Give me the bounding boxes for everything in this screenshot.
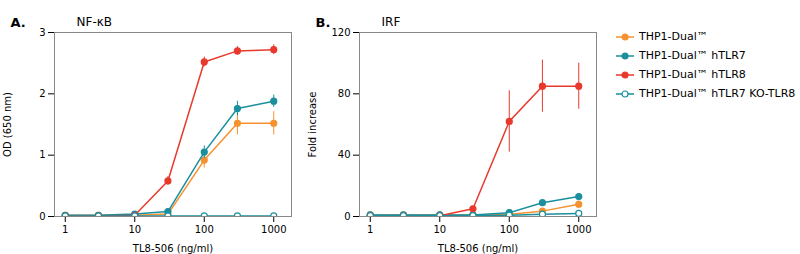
svg-text:40: 40 [338,149,351,160]
svg-text:0: 0 [39,211,45,222]
svg-text:1: 1 [39,149,45,160]
svg-text:A.: A. [11,15,26,30]
svg-text:1000: 1000 [566,224,591,235]
svg-text:100: 100 [195,224,214,235]
svg-text:80: 80 [338,88,351,99]
svg-text:TL8-506 (ng/ml): TL8-506 (ng/ml) [437,243,518,254]
svg-text:1: 1 [367,224,373,235]
svg-text:1000: 1000 [261,224,286,235]
html-text:THP1-Dual™ hTLR7 KO-TLR8: THP1-Dual™ hTLR7 KO-TLR8 [639,87,796,100]
svg-text:B.: B. [316,15,331,30]
svg-text:NF-κB: NF-κB [77,15,113,29]
svg-text:120: 120 [331,27,350,38]
svg-text:IRF: IRF [382,15,401,29]
svg-text:OD (650 nm): OD (650 nm) [2,92,13,157]
svg-text:10: 10 [433,224,446,235]
svg-text:2: 2 [39,88,45,99]
svg-text:100: 100 [500,224,519,235]
html-text:THP1-Dual™: THP1-Dual™ [639,30,708,43]
svg-text:1: 1 [62,224,68,235]
html-text:THP1-Dual™ hTLR8: THP1-Dual™ hTLR8 [639,68,746,81]
html-text:THP1-Dual™ hTLR7: THP1-Dual™ hTLR7 [639,49,746,62]
svg-text:10: 10 [128,224,141,235]
svg-text:3: 3 [39,27,45,38]
svg-text:TL8-506 (ng/ml): TL8-506 (ng/ml) [132,243,213,254]
svg-text:0: 0 [344,211,350,222]
svg-text:Fold increase: Fold increase [307,92,318,158]
